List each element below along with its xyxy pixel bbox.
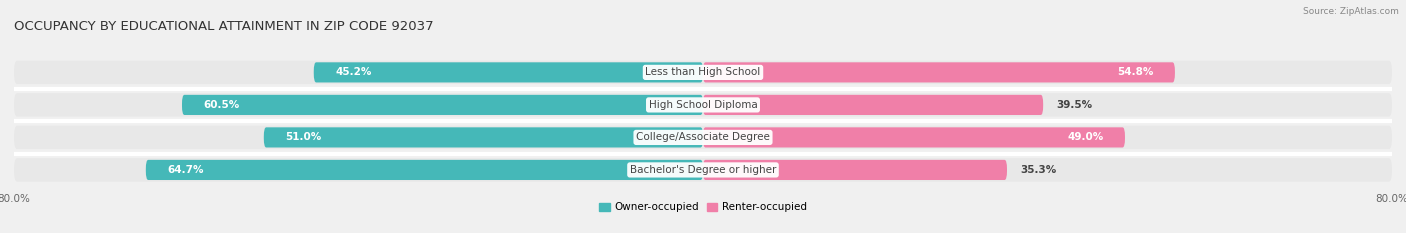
Text: 39.5%: 39.5% <box>1056 100 1092 110</box>
Text: 54.8%: 54.8% <box>1116 67 1153 77</box>
Text: 64.7%: 64.7% <box>167 165 204 175</box>
Text: Bachelor's Degree or higher: Bachelor's Degree or higher <box>630 165 776 175</box>
Text: Less than High School: Less than High School <box>645 67 761 77</box>
FancyBboxPatch shape <box>14 158 1392 182</box>
FancyBboxPatch shape <box>703 160 1007 180</box>
FancyBboxPatch shape <box>146 160 703 180</box>
Text: 49.0%: 49.0% <box>1067 132 1104 142</box>
Text: OCCUPANCY BY EDUCATIONAL ATTAINMENT IN ZIP CODE 92037: OCCUPANCY BY EDUCATIONAL ATTAINMENT IN Z… <box>14 20 433 33</box>
Text: 51.0%: 51.0% <box>285 132 322 142</box>
FancyBboxPatch shape <box>703 95 1043 115</box>
FancyBboxPatch shape <box>14 93 1392 116</box>
Legend: Owner-occupied, Renter-occupied: Owner-occupied, Renter-occupied <box>595 198 811 217</box>
Text: High School Diploma: High School Diploma <box>648 100 758 110</box>
FancyBboxPatch shape <box>314 62 703 82</box>
Text: 60.5%: 60.5% <box>204 100 240 110</box>
FancyBboxPatch shape <box>14 126 1392 149</box>
Text: Source: ZipAtlas.com: Source: ZipAtlas.com <box>1303 7 1399 16</box>
Text: 45.2%: 45.2% <box>335 67 371 77</box>
FancyBboxPatch shape <box>14 61 1392 84</box>
Text: College/Associate Degree: College/Associate Degree <box>636 132 770 142</box>
FancyBboxPatch shape <box>264 127 703 147</box>
Text: 35.3%: 35.3% <box>1019 165 1056 175</box>
FancyBboxPatch shape <box>703 127 1125 147</box>
FancyBboxPatch shape <box>703 62 1175 82</box>
FancyBboxPatch shape <box>181 95 703 115</box>
